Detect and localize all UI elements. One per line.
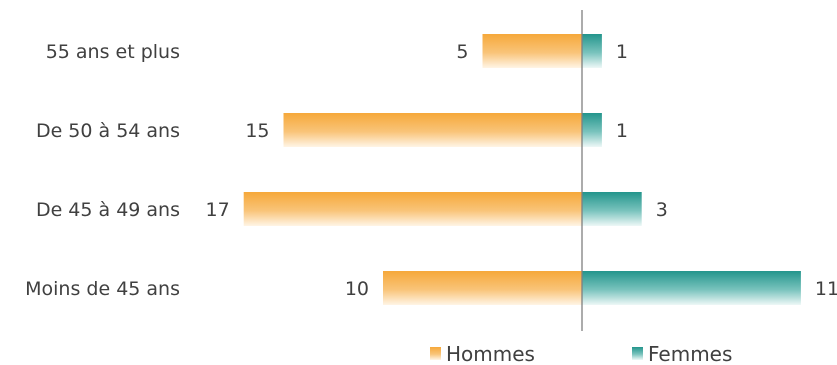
- bar-hommes-de-45-a-49-ans: [243, 192, 582, 226]
- value-label-hommes-de-45-a-49-ans: 17: [206, 199, 230, 221]
- value-label-hommes-55-ans-et-plus: 5: [456, 41, 468, 63]
- category-label-de-50-a-54-ans: De 50 à 54 ans: [36, 120, 180, 142]
- value-label-femmes-de-50-a-54-ans: 1: [616, 120, 628, 142]
- value-label-femmes-moins-de-45-ans: 11: [815, 278, 837, 300]
- legend-swatch-femmes: [632, 347, 643, 360]
- legend-label-femmes: Femmes: [648, 342, 732, 365]
- bar-femmes-de-50-a-54-ans: [582, 113, 602, 147]
- bar-femmes-de-45-a-49-ans: [582, 192, 642, 226]
- category-label-moins-de-45-ans: Moins de 45 ans: [25, 278, 180, 300]
- value-label-hommes-moins-de-45-ans: 10: [345, 278, 369, 300]
- category-label-de-45-a-49-ans: De 45 à 49 ans: [36, 199, 180, 221]
- value-label-femmes-55-ans-et-plus: 1: [616, 41, 628, 63]
- bar-hommes-de-50-a-54-ans: [283, 113, 582, 147]
- legend-swatch-hommes: [430, 347, 441, 360]
- legend: Hommes Femmes: [430, 342, 732, 365]
- category-label-55-ans-et-plus: 55 ans et plus: [46, 41, 180, 63]
- bar-femmes-moins-de-45-ans: [582, 271, 801, 305]
- value-label-hommes-de-50-a-54-ans: 15: [245, 120, 269, 142]
- bars-group: [243, 34, 801, 305]
- bar-hommes-55-ans-et-plus: [482, 34, 582, 68]
- legend-label-hommes: Hommes: [446, 342, 535, 365]
- bar-femmes-55-ans-et-plus: [582, 34, 602, 68]
- value-label-femmes-de-45-a-49-ans: 3: [656, 199, 668, 221]
- bar-hommes-moins-de-45-ans: [383, 271, 582, 305]
- labels-group: 55 ans et plus 5 1 De 50 à 54 ans 15 1 De 45 à…: [25, 41, 837, 300]
